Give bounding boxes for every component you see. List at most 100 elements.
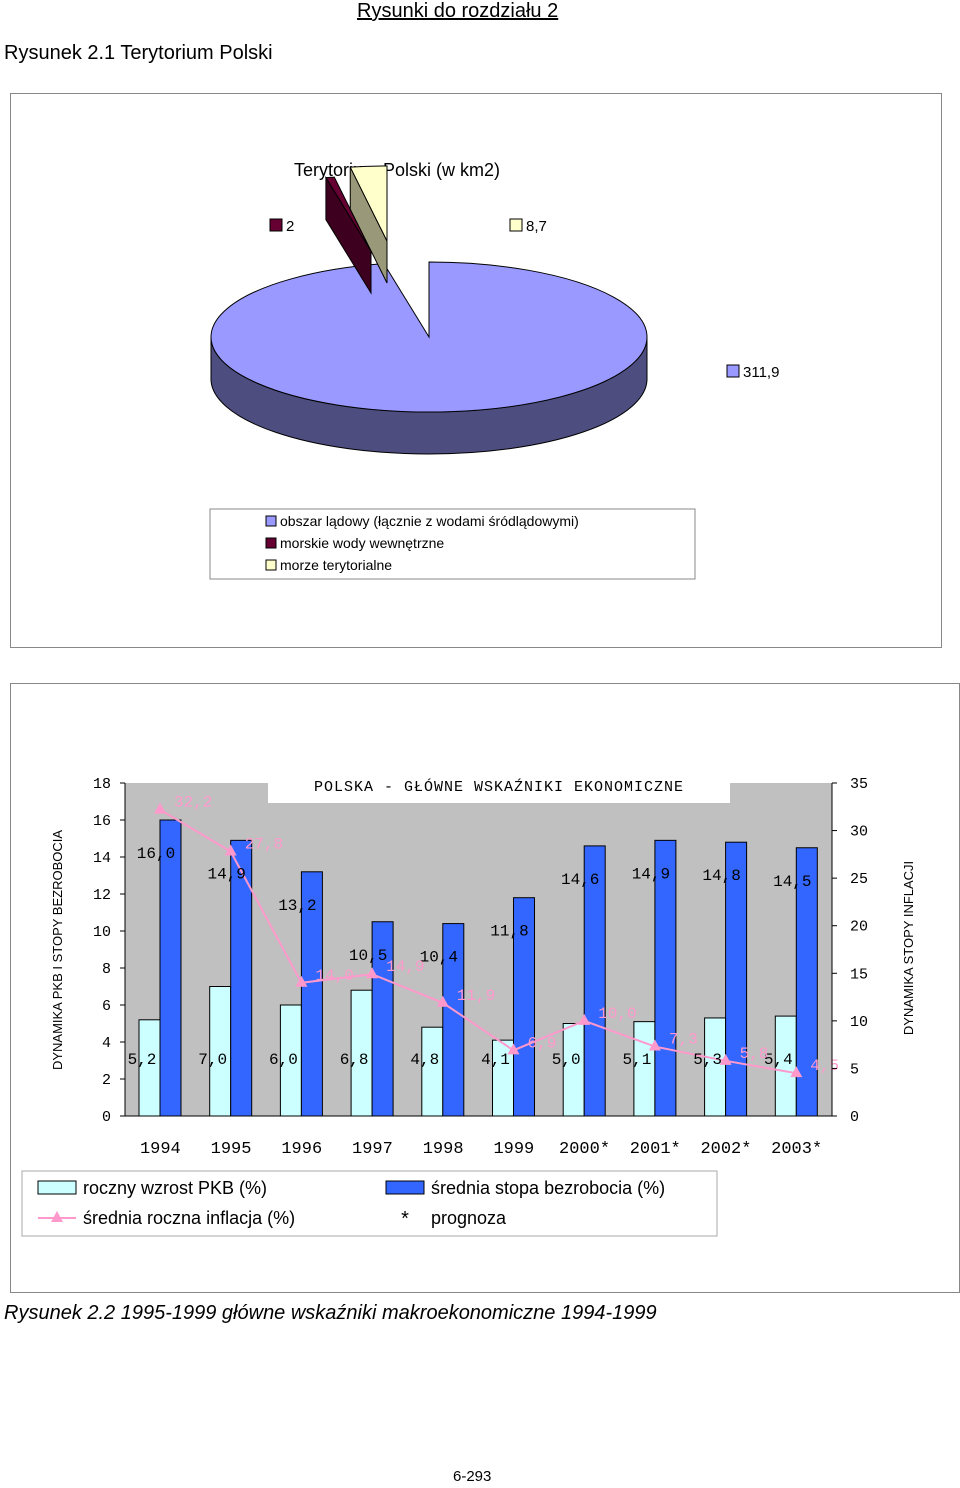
x-tick-label: 1997 <box>352 1140 393 1159</box>
inflation-marker <box>507 1043 520 1055</box>
y-tick-label-right: 35 <box>850 776 868 793</box>
data-label-inflation: 14,9 <box>386 958 424 976</box>
pie-chart: Terytorium Polski (w km2) 311,9 2 8,7 obsz… <box>209 160 779 580</box>
y-tick-label-left: 14 <box>93 850 111 867</box>
data-label-inflation: 4,5 <box>810 1057 839 1075</box>
data-label-gdp: 7,0 <box>198 1051 227 1069</box>
pie-legend-item: morze terytorialne <box>280 557 392 573</box>
inflation-marker <box>366 967 379 979</box>
pie-value-swatch <box>269 218 283 232</box>
inflation-marker <box>295 975 308 987</box>
data-label-gdp: 6,8 <box>340 1051 369 1069</box>
pie-legend-swatch <box>265 515 277 527</box>
y-tick-label-right: 15 <box>850 966 868 983</box>
data-label-gdp: 5,4 <box>764 1051 793 1069</box>
inflation-marker <box>790 1066 803 1078</box>
y-tick-label-left: 18 <box>93 776 111 793</box>
legend-item-label: prognoza <box>431 1208 507 1228</box>
y-tick-label-left: 8 <box>102 961 111 978</box>
chart-title: POLSKA - GŁÓWNE WSKAŹNIKI EKONOMICZNE <box>314 778 684 796</box>
y-axis-right-label: DYNAMIKA STOPY INFLACJI <box>901 861 916 1035</box>
legend-marker-inflation <box>51 1211 63 1222</box>
data-label-inflation: 27,8 <box>245 836 283 854</box>
figure-2-caption: Rysunek 2.2 1995-1999 główne wskaźniki m… <box>4 1302 657 1324</box>
pie-slice-3 <box>349 165 388 242</box>
inflation-marker <box>648 1039 661 1051</box>
x-tick-label: 2001* <box>630 1140 681 1159</box>
x-tick-label: 2003* <box>771 1140 822 1159</box>
bar-chart: 1994 5,2 16,0 1995 7,0 14,9 1996 6,0 13,2 1997 6,8… <box>21 773 916 1237</box>
data-label-gdp: 4,8 <box>410 1051 439 1069</box>
y-tick-label-right: 25 <box>850 871 868 888</box>
data-label-unemployment: 10,5 <box>349 947 387 965</box>
inflation-marker <box>224 844 237 856</box>
inflation-marker <box>719 1053 732 1065</box>
y-tick-label-left: 12 <box>93 887 111 904</box>
bar-legend-frame <box>21 1170 718 1237</box>
y-tick-label-right: 20 <box>850 919 868 936</box>
y-tick-label-right: 10 <box>850 1014 868 1031</box>
pie-legend: obszar lądowy (łącznie z wodami śródlądo… <box>209 508 696 580</box>
y-tick-label-left: 16 <box>93 813 111 830</box>
pie-slice-2 <box>325 176 372 252</box>
data-label-unemployment: 14,8 <box>702 867 740 885</box>
legend-item-label: roczny wzrost PKB (%) <box>83 1178 267 1198</box>
pie-value-label: 8,7 <box>526 218 547 235</box>
data-label-gdp: 6,0 <box>269 1051 298 1069</box>
data-label-unemployment: 16,0 <box>137 845 175 863</box>
pie-value-label: 311,9 <box>743 364 779 381</box>
data-label-inflation: 32,2 <box>174 794 212 812</box>
inflation-marker <box>578 1013 591 1025</box>
inflation-line <box>159 808 797 1075</box>
data-label-inflation: 10,0 <box>598 1005 636 1023</box>
x-tick-label: 1999 <box>493 1140 534 1159</box>
pie-legend-swatch <box>265 537 277 549</box>
pie-title: Terytorium Polski (w km2) <box>294 160 500 180</box>
data-label-unemployment: 13,2 <box>278 897 316 915</box>
y-tick-label-left: 6 <box>102 998 111 1015</box>
chart-title-box <box>268 773 730 803</box>
bar-gdp <box>421 1026 444 1117</box>
data-label-unemployment: 10,4 <box>420 949 458 967</box>
data-label-inflation: 6,9 <box>528 1034 557 1052</box>
x-tick-label: 1996 <box>281 1140 322 1159</box>
inflation-marker <box>154 802 166 814</box>
y-tick-label-left: 0 <box>102 1109 111 1126</box>
data-label-inflation: 5,8 <box>740 1045 769 1063</box>
data-label-inflation: 11,9 <box>457 987 495 1005</box>
pie-legend-frame <box>209 508 696 580</box>
section-header: Rysunki do rozdziału 2 <box>357 0 559 22</box>
data-label-unemployment: 14,5 <box>773 873 811 891</box>
pie-legend-item: obszar lądowy (łącznie z wodami śródlądo… <box>280 513 579 529</box>
data-label-gdp: 4,1 <box>481 1051 510 1069</box>
pie-legend-swatch <box>265 559 277 571</box>
data-label-unemployment: 14,9 <box>207 865 245 883</box>
page-number: 6-293 <box>453 1468 492 1485</box>
data-label-unemployment: 14,9 <box>632 865 670 883</box>
data-label-unemployment: 11,8 <box>490 923 528 941</box>
y-tick-label-left: 10 <box>93 924 111 941</box>
legend-swatch-gdp <box>37 1180 77 1195</box>
y-axis-left-label: DYNAMIKA PKB I STOPY BEZROBOCIA <box>50 830 65 1070</box>
pie-value-label: 2 <box>286 218 294 235</box>
x-tick-label: 2002* <box>700 1140 751 1159</box>
legend-swatch-unemployment <box>385 1180 425 1195</box>
y-tick-label-left: 4 <box>102 1035 111 1052</box>
x-tick-label: 1998 <box>423 1140 464 1159</box>
bar-unemployment <box>159 819 182 1117</box>
y-tick-label-right: 5 <box>850 1061 859 1078</box>
x-tick-label: 2000* <box>559 1140 610 1159</box>
asterisk-icon: * <box>401 1208 409 1230</box>
legend-item-label: średnia roczna inflacja (%) <box>83 1208 295 1228</box>
data-label-gdp: 5,0 <box>552 1051 581 1069</box>
x-tick-label: 1995 <box>211 1140 252 1159</box>
y-tick-label-right: 0 <box>850 1109 859 1126</box>
pie-value-swatch <box>726 364 740 378</box>
data-label-gdp: 5,3 <box>693 1051 722 1069</box>
data-label-gdp: 5,1 <box>622 1051 651 1069</box>
pie-value-swatch <box>509 218 523 232</box>
data-label-gdp: 5,2 <box>128 1051 157 1069</box>
figure-1-frame <box>10 93 942 648</box>
x-tick-label: 1994 <box>140 1140 181 1159</box>
y-tick-label-left: 2 <box>102 1072 111 1089</box>
